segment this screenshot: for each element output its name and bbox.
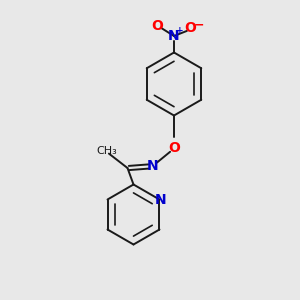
Text: O: O — [184, 22, 196, 35]
Text: CH₃: CH₃ — [96, 146, 117, 156]
Text: O: O — [152, 19, 164, 32]
Text: N: N — [147, 160, 159, 173]
Text: O: O — [168, 141, 180, 155]
Text: +: + — [176, 26, 183, 35]
Text: −: − — [194, 18, 204, 32]
Text: N: N — [168, 29, 180, 43]
Text: N: N — [155, 193, 167, 206]
